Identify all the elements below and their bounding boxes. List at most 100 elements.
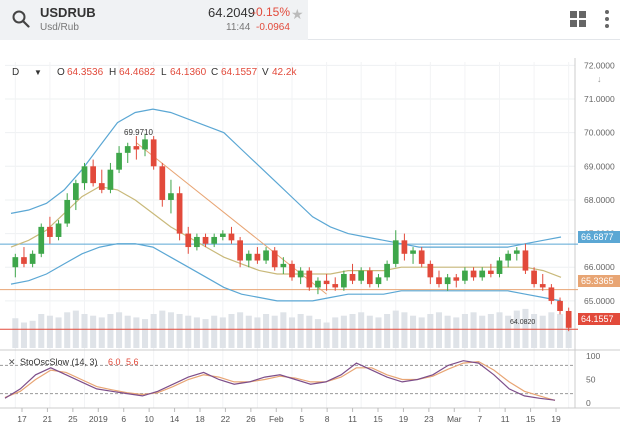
volume-bar: [219, 317, 226, 348]
volume-bar: [306, 315, 313, 348]
volume-bar: [150, 314, 157, 348]
symbol-search[interactable]: USDRUB Usd/Rub 64.2049 -0.15% 11:44 -0.0…: [0, 0, 308, 40]
date-axis-label: 14: [170, 414, 180, 424]
candle-body: [479, 270, 486, 278]
date-axis-label: 25: [68, 414, 78, 424]
volume-bar: [323, 322, 330, 348]
candle-body: [548, 287, 555, 301]
volume-bar: [116, 312, 123, 348]
volume-bar: [427, 314, 434, 348]
volume-bar: [64, 312, 71, 348]
date-axis-label: Feb: [269, 414, 284, 424]
candle-body: [21, 257, 27, 264]
indicator-d-value: 5.6: [126, 357, 139, 367]
date-axis-label: 26: [246, 414, 256, 424]
date-axis-label: 5: [299, 414, 304, 424]
candle-body: [176, 193, 183, 234]
volume-bar: [46, 315, 53, 348]
candle-body: [341, 273, 347, 288]
min-annotation: 64.0820: [510, 319, 535, 326]
price-axis-label: 69.0000: [584, 161, 615, 171]
candle-body: [565, 310, 572, 328]
candle-body: [185, 233, 192, 248]
volume-bar: [435, 312, 443, 348]
volume-bar: [202, 319, 209, 348]
sma-badge-text: 65.3365: [581, 276, 614, 286]
last-price-badge-text: 64.1557: [581, 314, 614, 324]
trend-line: [136, 142, 327, 295]
volume-bar: [245, 315, 252, 348]
candle-body: [142, 139, 148, 150]
candle-body: [358, 270, 365, 281]
candle-body: [462, 270, 468, 281]
volume-bar: [271, 315, 278, 348]
volume-bar: [185, 315, 192, 348]
volume-bar: [487, 314, 494, 348]
volume-bar: [133, 317, 140, 348]
indicator-name[interactable]: StoOscSlow (14, 3): [20, 357, 98, 367]
stoch-d-line: [4, 360, 556, 401]
candle-body: [539, 284, 546, 288]
date-axis-label: 2019: [89, 414, 108, 424]
candle-body: [90, 166, 96, 184]
osc-axis-label: 0: [586, 398, 591, 408]
candle-body: [124, 146, 131, 153]
candle-body: [150, 139, 157, 167]
candle-body: [513, 250, 520, 254]
candle-body: [410, 250, 416, 254]
volume-bar: [375, 317, 382, 348]
date-axis-label: 10: [144, 414, 154, 424]
date-axis-label: 19: [399, 414, 409, 424]
volume-bar: [124, 315, 131, 348]
candle-body: [444, 277, 451, 285]
volume-bar: [349, 314, 356, 348]
candle-body: [133, 146, 140, 150]
candle-body: [271, 250, 278, 268]
volume-bar: [418, 317, 425, 348]
volume-bar: [444, 315, 451, 348]
open-value: 64.3536: [67, 67, 104, 78]
chart-area[interactable]: 72.000071.000070.000069.000068.000067.00…: [0, 58, 620, 431]
candle-body: [306, 270, 313, 288]
candle-body: [332, 284, 339, 288]
stoch-k-line: [4, 360, 556, 401]
indicator-close-icon[interactable]: ✕: [8, 357, 16, 367]
interval-label[interactable]: D: [12, 67, 19, 78]
high-value: 64.4682: [119, 67, 156, 78]
volume-bar: [470, 312, 477, 348]
upper-band-badge: [578, 231, 620, 243]
more-menu-icon[interactable]: [604, 9, 610, 29]
interval-dropdown-icon[interactable]: ▼: [34, 68, 42, 77]
date-axis-label: 22: [221, 414, 231, 424]
candle-body: [531, 270, 537, 285]
candle-body: [29, 253, 36, 264]
date-axis-label: 11: [501, 414, 510, 424]
layout-grid-icon[interactable]: [570, 11, 586, 27]
candle-body: [81, 166, 88, 184]
volume-bar: [228, 314, 235, 348]
candle-body: [488, 270, 494, 274]
volume-bar: [505, 315, 512, 348]
volume-bar: [12, 318, 19, 348]
date-axis-label: 18: [195, 414, 205, 424]
price-axis-label: 66.0000: [584, 262, 615, 272]
search-icon[interactable]: [12, 10, 30, 28]
candle-body: [418, 250, 425, 264]
favorite-star-icon[interactable]: ★: [291, 6, 304, 22]
candle-body: [47, 226, 53, 237]
price-axis-label: 70.0000: [584, 128, 615, 138]
candle-body: [194, 236, 200, 248]
candle-body: [55, 223, 62, 237]
candle-body: [496, 260, 503, 274]
volume-bar: [453, 317, 460, 348]
candle-body: [557, 300, 563, 311]
change-percent: -0.15%: [252, 5, 291, 19]
volume-bar: [20, 322, 27, 348]
last-price-badge: [578, 313, 620, 325]
candle-body: [159, 166, 166, 200]
candle-body: [116, 152, 122, 170]
volume-bar: [410, 315, 417, 348]
volume-bar: [237, 312, 244, 348]
osc-axis-label: 100: [586, 351, 600, 361]
price-chart[interactable]: 72.000071.000070.000069.000068.000067.00…: [0, 58, 620, 431]
